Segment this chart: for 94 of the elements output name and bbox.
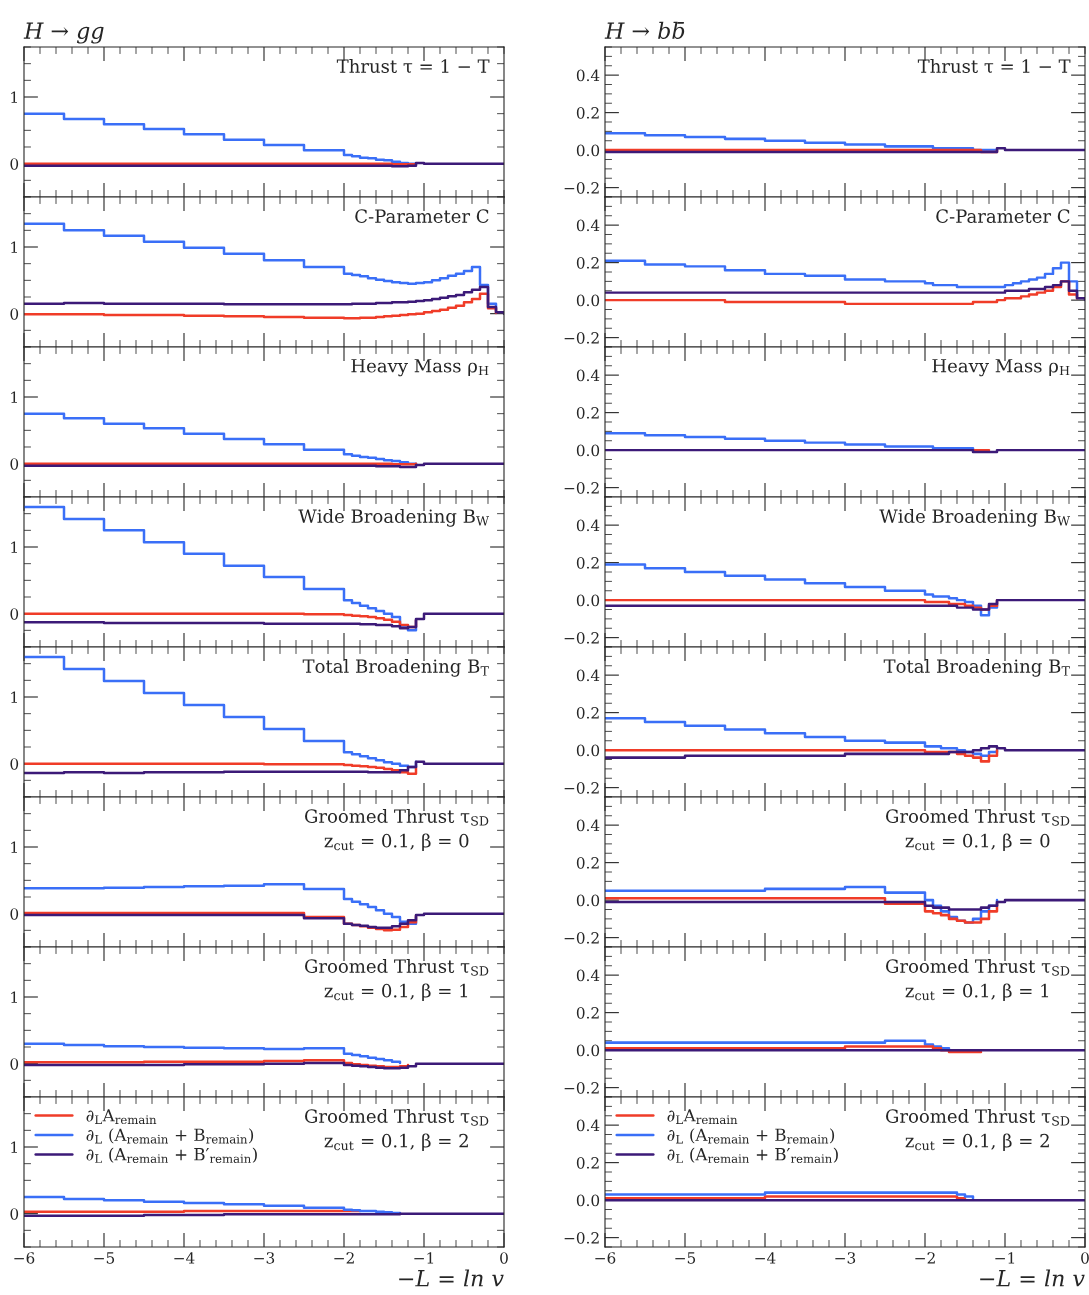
x-tick-label: −6 bbox=[14, 1252, 35, 1264]
annotation: Wide Broadening B$_{W}$ bbox=[879, 509, 1071, 527]
y-tick-label: −0.2 bbox=[564, 632, 599, 644]
annotation: Groomed Thrust τ$_{SD}$ bbox=[886, 1109, 1070, 1126]
x-tick-label: −3 bbox=[835, 1252, 856, 1264]
y-tick-label: 1 bbox=[11, 91, 17, 103]
y-tick-label: 0.0 bbox=[576, 294, 600, 307]
annotation: C-Parameter C bbox=[936, 209, 1070, 223]
annotation: Groomed Thrust τ$_{SD}$ bbox=[886, 959, 1070, 976]
y-tick-label: 0 bbox=[10, 908, 19, 920]
y-tick-label: −0.2 bbox=[564, 332, 599, 344]
x-axis-title: −L = ln v bbox=[980, 1269, 1085, 1287]
x-tick-label: −3 bbox=[254, 1252, 275, 1264]
y-tick-label: 0 bbox=[10, 158, 19, 170]
annotation: Total Broadening B$_{T}$ bbox=[883, 659, 1070, 677]
x-tick-label: −5 bbox=[94, 1252, 115, 1264]
x-tick-label: 0 bbox=[500, 1252, 508, 1264]
y-tick-label: 0.4 bbox=[576, 69, 600, 82]
y-tick-label: 0 bbox=[10, 1208, 19, 1220]
annotation: z$_{cut}$ = 0.1, β = 2 bbox=[324, 1133, 468, 1151]
y-tick-label: 0.4 bbox=[576, 369, 600, 382]
y-tick-label: 0.4 bbox=[576, 669, 600, 682]
y-tick-label: 0.2 bbox=[576, 707, 599, 719]
y-tick-label: 0.4 bbox=[576, 219, 600, 232]
y-tick-label: 1 bbox=[11, 691, 17, 703]
y-tick-label: 0.0 bbox=[576, 1194, 600, 1207]
y-tick-label: 0.2 bbox=[576, 1007, 599, 1019]
y-tick-label: 1 bbox=[11, 991, 17, 1003]
annotation: Thrust τ = 1 − T bbox=[336, 59, 490, 73]
annotation: z$_{cut}$ = 0.1, β = 1 bbox=[905, 983, 1049, 1001]
chart-title: H → gg bbox=[23, 22, 104, 44]
y-tick-label: −0.2 bbox=[564, 182, 599, 194]
y-tick-label: 0.2 bbox=[576, 257, 599, 269]
annotation: Groomed Thrust τ$_{SD}$ bbox=[305, 809, 489, 826]
y-tick-label: 0.4 bbox=[576, 1119, 600, 1132]
y-tick-label: 0.0 bbox=[576, 744, 600, 757]
y-tick-label: 0.4 bbox=[576, 969, 600, 982]
y-tick-label: −0.2 bbox=[564, 482, 599, 494]
x-tick-label: −4 bbox=[174, 1252, 195, 1264]
x-tick-label: 0 bbox=[1081, 1252, 1089, 1264]
y-tick-label: 1 bbox=[11, 1141, 17, 1153]
y-tick-label: 0.0 bbox=[576, 894, 600, 907]
y-tick-label: 0 bbox=[10, 608, 19, 620]
y-tick-label: 0.4 bbox=[576, 519, 600, 532]
y-tick-label: 0.2 bbox=[576, 107, 599, 119]
y-tick-label: −0.2 bbox=[564, 1082, 599, 1094]
legend-label: ∂$_{L}$ (A$_{remain}$ + B$_{remain}$) bbox=[86, 1128, 254, 1144]
y-tick-label: −0.2 bbox=[564, 932, 599, 944]
y-tick-label: 1 bbox=[11, 391, 17, 403]
y-tick-label: −0.2 bbox=[564, 782, 599, 794]
x-tick-label: −6 bbox=[595, 1252, 616, 1264]
chart-title: H → bb̄ bbox=[604, 21, 685, 39]
x-tick-label: −2 bbox=[915, 1252, 935, 1264]
y-tick-label: −0.2 bbox=[564, 1232, 599, 1244]
annotation: Wide Broadening B$_{W}$ bbox=[298, 509, 490, 527]
x-tick-label: −2 bbox=[334, 1252, 354, 1264]
y-tick-label: 0 bbox=[10, 1058, 19, 1070]
y-tick-label: 1 bbox=[11, 241, 17, 253]
legend-label: ∂$_{L}$A$_{remain}$ bbox=[86, 1109, 157, 1125]
annotation: Groomed Thrust τ$_{SD}$ bbox=[305, 1109, 489, 1126]
annotation: Thrust τ = 1 − T bbox=[917, 59, 1071, 73]
y-tick-label: 0.2 bbox=[576, 407, 599, 419]
annotation: z$_{cut}$ = 0.1, β = 1 bbox=[324, 983, 468, 1001]
annotation: z$_{cut}$ = 0.1, β = 2 bbox=[905, 1133, 1049, 1151]
legend-label: ∂$_{L}$ (A$_{remain}$ + B′$_{remain}$) bbox=[86, 1147, 257, 1164]
y-tick-label: 1 bbox=[11, 541, 17, 553]
y-tick-label: 0 bbox=[10, 458, 19, 470]
annotation: Heavy Mass ρ$_{H}$ bbox=[351, 359, 489, 377]
y-tick-label: 0.2 bbox=[576, 857, 599, 869]
y-tick-label: 0.0 bbox=[576, 144, 600, 157]
annotation: z$_{cut}$ = 0.1, β = 0 bbox=[324, 833, 469, 851]
y-tick-label: 0.2 bbox=[576, 1157, 599, 1169]
y-tick-label: 0 bbox=[10, 308, 19, 320]
y-tick-label: 0.0 bbox=[576, 1044, 600, 1057]
x-tick-label: −1 bbox=[414, 1252, 434, 1264]
y-tick-label: 1 bbox=[11, 841, 17, 853]
legend-label: ∂$_{L}$A$_{remain}$ bbox=[667, 1109, 738, 1125]
annotation: Groomed Thrust τ$_{SD}$ bbox=[305, 959, 489, 976]
annotation: Heavy Mass ρ$_{H}$ bbox=[932, 359, 1070, 377]
annotation: C-Parameter C bbox=[355, 209, 489, 223]
y-tick-label: 0.0 bbox=[576, 594, 600, 607]
y-tick-label: 0.2 bbox=[576, 557, 599, 569]
legend-label: ∂$_{L}$ (A$_{remain}$ + B$_{remain}$) bbox=[667, 1128, 835, 1144]
x-tick-label: −4 bbox=[755, 1252, 776, 1264]
y-tick-label: 0 bbox=[10, 758, 19, 770]
annotation: z$_{cut}$ = 0.1, β = 0 bbox=[905, 833, 1050, 851]
y-tick-label: 0.4 bbox=[576, 819, 600, 832]
x-tick-label: −5 bbox=[675, 1252, 696, 1264]
annotation: Total Broadening B$_{T}$ bbox=[302, 659, 489, 677]
x-axis-title: −L = ln v bbox=[399, 1269, 504, 1287]
annotation: Groomed Thrust τ$_{SD}$ bbox=[886, 809, 1070, 826]
x-tick-label: −1 bbox=[995, 1252, 1015, 1264]
legend-label: ∂$_{L}$ (A$_{remain}$ + B′$_{remain}$) bbox=[667, 1147, 838, 1164]
y-tick-label: 0.0 bbox=[576, 444, 600, 457]
